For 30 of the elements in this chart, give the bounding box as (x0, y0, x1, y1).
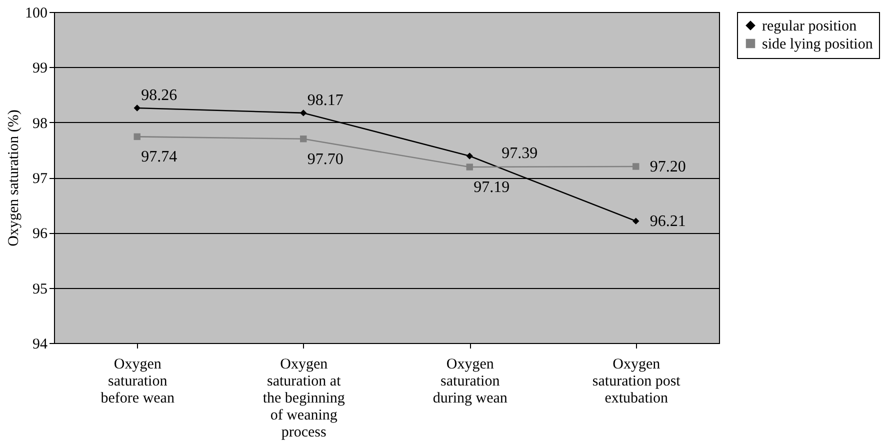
point (134, 133, 140, 140)
x-tick-label: Oxygen saturation post extubation (592, 356, 682, 406)
y-tick-label: 99 (32, 60, 48, 77)
data-label: 97.20 (650, 158, 686, 176)
data-label: 97.39 (502, 144, 538, 162)
y-tick-label: 95 (32, 281, 48, 298)
data-label: 97.70 (307, 150, 344, 168)
y-tick-label: 94 (32, 336, 48, 352)
data-label: 98.26 (141, 86, 178, 104)
data-label: 97.19 (474, 179, 510, 196)
x-tick-label: Oxygen saturation before wean (100, 356, 175, 406)
x-tick-label: Oxygen saturation at the beginning of weaning process (262, 356, 346, 440)
data-label: 96.21 (650, 213, 686, 230)
y-tick-label: 100 (25, 6, 48, 22)
y-tick-label: 96 (32, 226, 48, 242)
point (466, 152, 473, 160)
point (632, 163, 640, 170)
legend-label: regular position (762, 18, 858, 34)
point (134, 104, 140, 112)
point (632, 218, 640, 224)
y-axis-title: Oxygen saturation (%) (6, 110, 22, 246)
point (300, 110, 307, 116)
y-tick-label: 98 (32, 116, 48, 132)
data-label: 98.17 (307, 92, 344, 109)
legend-label: side lying position (762, 36, 874, 52)
point (300, 136, 307, 142)
x-tick-label: Oxygen saturation during wean (432, 356, 508, 406)
data-label: 97.74 (141, 148, 178, 166)
point (466, 164, 473, 170)
y-tick-label: 97 (32, 171, 48, 187)
